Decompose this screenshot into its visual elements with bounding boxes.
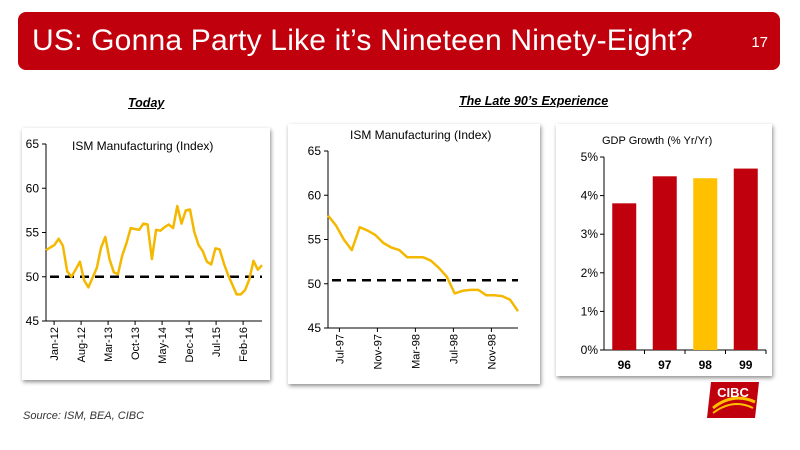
x-tick-label: Jul-15 [211,327,223,357]
ism-today-line-chart: ISM Manufacturing (Index) 45 50 55 60 65 Jan-1… [26,137,263,364]
y-tick-label: 65 [26,137,40,151]
logo-text: CIBC [717,385,749,400]
x-tick-label: 98 [699,358,713,372]
y-tick-label: 45 [308,321,322,335]
y-tick-label: 55 [26,226,40,240]
x-tick-label: Oct-13 [130,327,142,360]
chart-panel-today: ISM Manufacturing (Index) 45 50 55 60 65 Jan-1… [22,128,270,380]
y-tick-label: 65 [308,144,322,158]
source-note: Source: ISM, BEA, CIBC [23,410,145,422]
chart-panel-late-90s: ISM Manufacturing (Index) 45 50 55 60 65 Jul-9… [288,124,540,384]
series-line [45,204,263,296]
ism-late-90s-line-chart: ISM Manufacturing (Index) 45 50 55 60 65 Jul-9… [308,128,520,369]
y-tick-label: 55 [308,233,322,247]
y-tick-label: 50 [308,277,322,291]
x-tick-label: May-14 [157,327,169,364]
chart-title: ISM Manufacturing (Index) [72,139,213,153]
chart-title: ISM Manufacturing (Index) [350,128,491,142]
x-tick-label: 96 [618,358,632,372]
x-tick-label: Nov-97 [372,334,384,369]
bar-99 [733,168,758,350]
bar-98 [693,178,718,350]
section-heading-today: Today [128,96,165,110]
gdp-growth-bar-chart: GDP Growth (% Yr/Yr) 0% 1% 2% 3% 4% 5% 96 97 98 99 [581,135,767,372]
y-tick-label: 4% [581,189,599,203]
y-tick-label: 45 [26,314,40,328]
slide-title: US: Gonna Party Like it’s Nineteen Ninet… [32,24,694,57]
chart-title: GDP Growth (% Yr/Yr) [602,135,712,147]
x-tick-label: Jul-97 [334,334,346,364]
bar-96 [612,203,637,350]
x-tick-label: Nov-98 [486,334,498,369]
x-tick-label: 97 [658,358,672,372]
x-tick-label: Jul-98 [448,334,460,364]
series-line [327,214,520,312]
x-tick-label: Dec-14 [184,327,196,362]
x-tick-label: Aug-12 [76,327,88,362]
title-banner: US: Gonna Party Like it’s Nineteen Ninet… [18,12,780,70]
slide-number: 17 [751,34,768,51]
y-tick-label: 60 [308,188,322,202]
x-tick-label: Mar-13 [103,327,115,362]
y-tick-label: 5% [581,150,599,164]
y-tick-label: 3% [581,227,599,241]
x-tick-label: Feb-16 [238,327,250,362]
section-heading-late-90s: The Late 90’s Experience [459,94,609,108]
cibc-logo: CIBC [703,378,763,422]
x-tick-label: Jan-12 [49,327,61,361]
x-tick-label: 99 [739,358,753,372]
y-tick-label: 1% [581,304,599,318]
y-tick-label: 0% [581,343,599,357]
y-tick-label: 50 [26,270,40,284]
y-tick-label: 60 [26,181,40,195]
chart-panel-gdp: GDP Growth (% Yr/Yr) 0% 1% 2% 3% 4% 5% 96 97 98 99 [556,124,772,376]
y-tick-label: 2% [581,266,599,280]
x-tick-label: Mar-98 [410,334,422,369]
bar-97 [652,176,677,350]
